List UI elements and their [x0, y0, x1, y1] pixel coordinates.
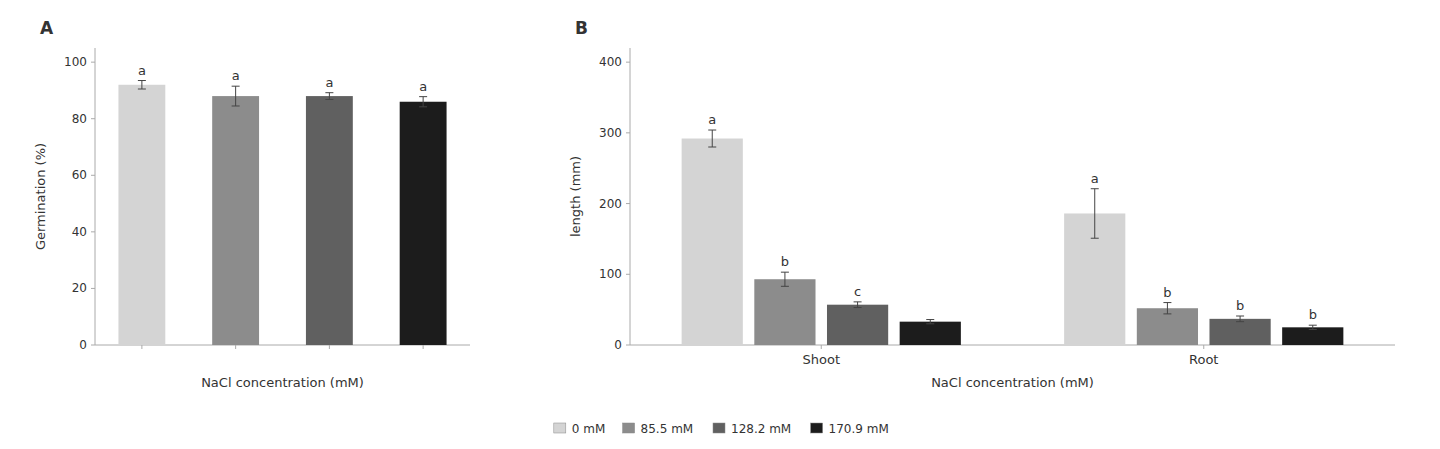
- error-bar: [232, 86, 240, 106]
- x-tick-label: Root: [1189, 352, 1218, 367]
- page: {"chart_data": [ {"type": "bar", "title"…: [0, 0, 1440, 449]
- y-tick-label: 0: [79, 338, 87, 352]
- error-bar: [926, 320, 934, 324]
- error-bar: [419, 97, 427, 107]
- legend-swatch: [713, 423, 725, 433]
- y-axis-line: [95, 48, 96, 345]
- significance-letter: c: [854, 284, 861, 299]
- y-tick-label: 20: [72, 281, 87, 295]
- legend-swatch: [554, 423, 566, 433]
- y-tick-label: 0: [614, 338, 622, 352]
- legend-swatch: [811, 423, 823, 433]
- error-bar: [138, 81, 146, 89]
- x-tick: [423, 345, 424, 349]
- bar: [212, 96, 259, 345]
- y-tick: [91, 118, 95, 119]
- legend-label: 170.9 mM: [829, 422, 889, 436]
- significance-letter: a: [232, 68, 240, 83]
- x-axis-line: [630, 345, 1395, 346]
- data-labels: a a a a: [138, 63, 427, 94]
- legend-label: 85.5 mM: [641, 422, 694, 436]
- x-axis-label: NaCl concentration (mM): [201, 375, 364, 390]
- y-axis-label: Germination (%): [33, 143, 48, 250]
- error-bar: [708, 130, 716, 147]
- y-tick: [626, 62, 630, 63]
- x-tick-label: Shoot: [803, 352, 841, 367]
- background: [0, 0, 1440, 449]
- y-tick: [626, 345, 630, 346]
- x-axis-label: NaCl concentration (mM): [931, 375, 1094, 390]
- error-bar: [854, 302, 862, 308]
- y-tick: [91, 175, 95, 176]
- significance-letter: b: [1309, 307, 1317, 322]
- legend-swatch: [623, 423, 635, 433]
- y-tick-label: 200: [599, 197, 622, 211]
- significance-letter: b: [1236, 298, 1244, 313]
- x-tick: [141, 345, 142, 349]
- bar: [1282, 327, 1343, 345]
- error-bar: [1091, 189, 1099, 239]
- error-bar: [1163, 303, 1171, 314]
- panel: A 0 20 40 60 80 100 Germination (%) NaCl concent…: [33, 18, 470, 390]
- legend-label: 0 mM: [572, 422, 606, 436]
- x-tick: [235, 345, 236, 349]
- y-tick-label: 100: [599, 267, 622, 281]
- bar: [1209, 319, 1270, 345]
- y-tick-label: 100: [64, 55, 87, 69]
- bar: [900, 322, 961, 345]
- y-axis-label: length (mm): [568, 156, 583, 237]
- panel-title: B: [575, 18, 588, 38]
- bar: [827, 305, 888, 345]
- significance-letter: a: [1091, 171, 1099, 186]
- y-tick: [91, 288, 95, 289]
- chart-figure: A 0 20 40 60 80 100 Germination (%) NaCl concent…: [0, 0, 1440, 449]
- y-tick: [626, 274, 630, 275]
- plot-area: [682, 130, 1344, 345]
- bar: [754, 279, 815, 345]
- y-tick-label: 60: [72, 168, 87, 182]
- significance-letter: a: [138, 63, 146, 78]
- error-bar: [1236, 316, 1244, 322]
- y-tick-label: 400: [599, 55, 622, 69]
- significance-letter: b: [781, 254, 789, 269]
- legend: 0 mM 85.5 mM 128.2 mM 170.9 mM: [554, 422, 889, 436]
- panel: B 0 100 200 300 400 length (mm) NaCl concentrat…: [568, 18, 1395, 390]
- error-bar: [781, 272, 789, 286]
- y-tick: [91, 345, 95, 346]
- x-tick: [1203, 345, 1204, 349]
- bar: [118, 85, 165, 345]
- x-tick: [329, 345, 330, 349]
- y-tick: [626, 203, 630, 204]
- error-bar: [325, 93, 333, 100]
- data-labels: a b c a b b b: [708, 112, 1317, 322]
- bar: [400, 102, 447, 345]
- error-bar: [1309, 325, 1317, 329]
- significance-letter: a: [708, 112, 716, 127]
- legend-label: 128.2 mM: [731, 422, 791, 436]
- y-tick: [626, 132, 630, 133]
- significance-letter: a: [325, 75, 333, 90]
- plot-area: [118, 81, 446, 345]
- y-tick-label: 300: [599, 126, 622, 140]
- y-axis-line: [630, 48, 631, 345]
- bar: [306, 96, 353, 345]
- significance-letter: a: [419, 79, 427, 94]
- y-tick: [91, 62, 95, 63]
- y-tick-label: 40: [72, 225, 87, 239]
- bar: [682, 139, 743, 345]
- significance-letter: b: [1163, 285, 1171, 300]
- panel-title: A: [40, 18, 54, 38]
- y-tick: [91, 231, 95, 232]
- y-tick-label: 80: [72, 112, 87, 126]
- x-tick: [821, 345, 822, 349]
